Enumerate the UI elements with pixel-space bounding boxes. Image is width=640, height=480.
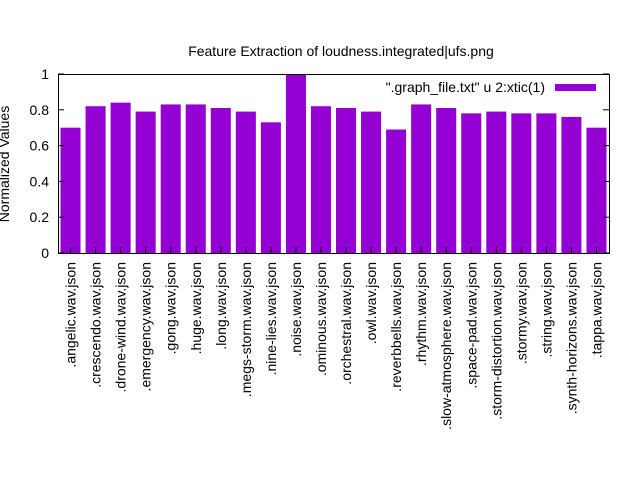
- x-tick-label: .huge.wav.json: [188, 262, 204, 354]
- bar: [536, 113, 557, 253]
- x-tick-label: .synth-horizons.wav.json: [563, 262, 579, 414]
- bar: [310, 106, 331, 253]
- x-tick-label: .ominous.wav.json: [313, 262, 329, 376]
- bars-group: [60, 74, 607, 254]
- x-tick-label: .angelic.wav.json: [63, 262, 79, 368]
- legend-swatch: [555, 84, 596, 91]
- bar: [235, 111, 256, 253]
- plot-frame: [58, 74, 610, 254]
- x-tick-label: .rhythm.wav.json: [413, 262, 429, 366]
- bar: [486, 111, 507, 253]
- x-tick-label: .storm-distortion.wav.json: [488, 262, 504, 420]
- bar: [386, 129, 407, 253]
- x-tick-label: .emergency.wav.json: [138, 262, 154, 391]
- bar: [336, 108, 357, 253]
- x-tick-label: .megs-storm.wav.json: [238, 262, 254, 397]
- bar: [461, 113, 482, 253]
- y-tick-label: 0.2: [30, 209, 50, 225]
- y-tick-label: 0: [41, 245, 49, 261]
- chart-title: Feature Extraction of loudness.integrate…: [188, 43, 494, 59]
- bar: [285, 74, 306, 253]
- legend-label: ".graph_file.txt" u 2:xtic(1): [386, 79, 545, 95]
- bar: [260, 122, 281, 253]
- y-tick-label: 0.6: [30, 138, 50, 154]
- x-tick-label: .slow-atmosphere.wav.json: [438, 262, 454, 430]
- x-tick-label: .orchestral.wav.json: [338, 262, 354, 385]
- x-tick-label: .space-pad.wav.json: [463, 262, 479, 389]
- x-tick-label: .gong.wav.json: [163, 262, 179, 354]
- bar: [60, 127, 81, 253]
- bar: [361, 111, 382, 253]
- bar: [210, 108, 231, 253]
- bar: [110, 102, 131, 253]
- x-tick-label: .string.wav.json: [538, 262, 554, 357]
- x-tick-label: .crescendo.wav.json: [88, 262, 104, 388]
- bar: [561, 116, 582, 254]
- y-tick-label: 0.4: [30, 173, 50, 189]
- x-tick-label: .tappa.wav.json: [588, 262, 604, 358]
- x-tick-label: .long.wav.json: [213, 262, 229, 350]
- bar: [185, 104, 206, 254]
- bar: [85, 106, 106, 253]
- legend: ".graph_file.txt" u 2:xtic(1): [386, 79, 596, 95]
- bar: [411, 104, 432, 254]
- bar: [436, 108, 457, 253]
- y-tick-label: 0.8: [30, 102, 50, 118]
- x-axis: .angelic.wav.json .crescendo.wav.json .dro…: [63, 247, 604, 430]
- bar: [586, 127, 607, 253]
- y-axis-label: Normalized Values: [0, 106, 12, 222]
- bar: [135, 111, 156, 253]
- bar: [160, 104, 181, 254]
- x-tick-label: .drone-wind.wav.json: [113, 262, 129, 392]
- x-tick-label: .nine-lies.wav.json: [263, 262, 279, 375]
- x-tick-label: .reverbbells.wav.json: [388, 262, 404, 392]
- y-tick-label: 1: [41, 66, 49, 82]
- x-tick-label: .owl.wav.json: [363, 262, 379, 344]
- y-axis: 0 0.2 0.4 0.6 0.8 1: [30, 66, 609, 261]
- bar: [511, 113, 532, 253]
- x-tick-label: .noise.wav.json: [288, 262, 304, 357]
- x-tick-label: .stormy.wav.json: [513, 262, 529, 364]
